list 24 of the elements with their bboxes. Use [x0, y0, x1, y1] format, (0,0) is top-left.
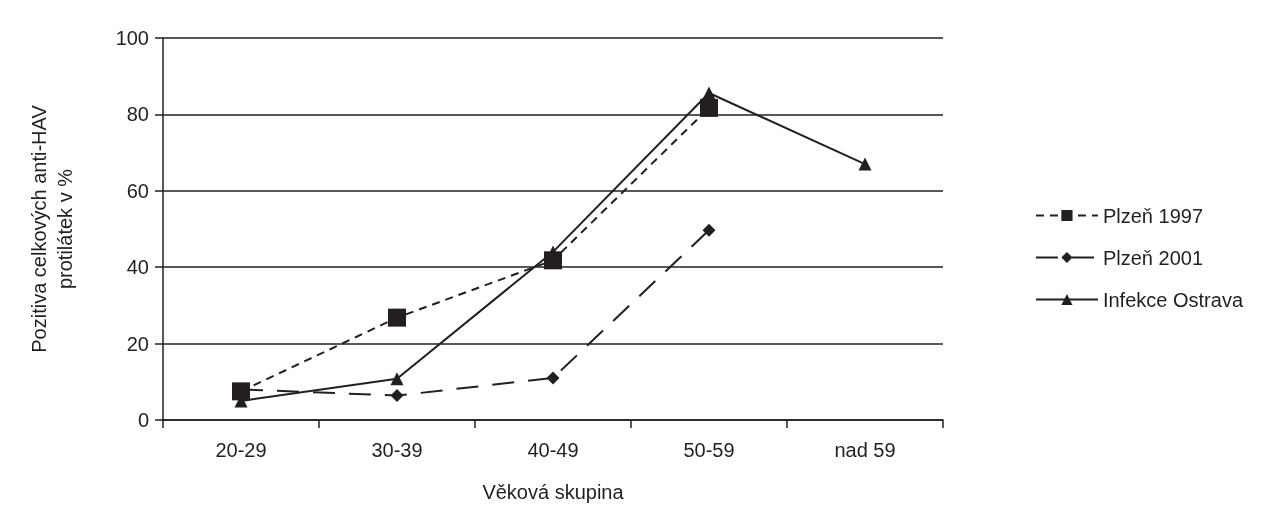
x-tick-label: 30-39 [371, 439, 423, 461]
point [390, 389, 404, 403]
y-tick-label: 60 [126, 179, 149, 202]
y-tick-label: 80 [126, 103, 149, 126]
legend-label: Infekce Ostrava [1102, 288, 1244, 311]
x-tick-label: 40-49 [527, 439, 579, 461]
x-tick-label: 20-29 [215, 439, 267, 461]
point [700, 98, 718, 117]
point [702, 223, 716, 237]
point [388, 308, 406, 327]
legend-label: Plzeň 2001 [1102, 246, 1204, 269]
y-tick-label: 100 [115, 27, 149, 49]
legend-label: Plzeň 1997 [1102, 204, 1204, 227]
y-tick-label: 40 [126, 256, 149, 279]
x-tick-label: 50-59 [683, 439, 735, 461]
point [702, 86, 716, 100]
x-axis-title: Věková skupina [482, 481, 625, 503]
point [546, 371, 560, 385]
y-tick-label: 20 [126, 332, 149, 355]
y-axis-title: Pozitiva celkových anti-HAV protilátek v % [28, 104, 76, 353]
x-tick-label: nad 59 [834, 439, 896, 461]
point [390, 372, 404, 386]
point [858, 157, 872, 171]
y-tick-label: 0 [137, 409, 149, 431]
